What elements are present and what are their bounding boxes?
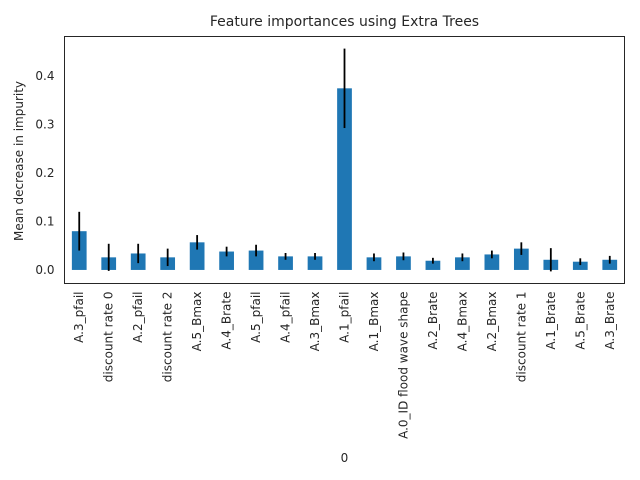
bar <box>248 250 264 270</box>
x-tick-label: A.4_pfail <box>279 292 293 343</box>
x-tick-label: discount rate 0 <box>102 292 116 383</box>
bar <box>425 260 441 270</box>
x-tick-label: A.4_Brate <box>220 292 234 350</box>
bar <box>513 248 529 270</box>
x-tick-label: A.3_Bmax <box>308 292 322 352</box>
plot-area <box>71 48 618 272</box>
bar <box>602 259 618 270</box>
x-tick-label: A.2_pfail <box>131 292 145 343</box>
x-tick-label: A.2_Brate <box>426 292 440 350</box>
bar <box>484 254 500 270</box>
bar <box>366 257 382 270</box>
x-tick-label: A.2_Bmax <box>485 292 499 352</box>
plot-frame <box>64 36 625 284</box>
y-tick-label: 0.4 <box>35 69 54 83</box>
y-axis-ticks: 0.0 0.1 0.2 0.3 0.4 <box>35 69 54 277</box>
bar <box>219 251 234 270</box>
x-tick-label: A.3_Brate <box>603 292 617 350</box>
bar <box>307 256 323 270</box>
x-tick-label: discount rate 2 <box>161 292 175 383</box>
y-axis-label: Mean decrease in impurity <box>12 81 26 241</box>
bar <box>572 261 588 270</box>
y-tick-label: 0.3 <box>35 118 54 132</box>
x-tick-label: A.5_Brate <box>573 292 587 350</box>
x-tick-label: A.0_ID flood wave shape <box>396 292 410 439</box>
bar <box>337 88 352 270</box>
x-axis-ticks: A.3_pfail discount rate 0 A.2_pfail discoun… <box>72 292 617 439</box>
bar <box>455 257 470 270</box>
chart-title: Feature importances using Extra Trees <box>210 14 479 30</box>
y-tick-label: 0.1 <box>35 215 54 229</box>
x-tick-label: A.5_pfail <box>249 292 263 343</box>
x-tick-label: A.3_pfail <box>72 292 86 343</box>
bar <box>396 256 411 270</box>
x-tick-label: A.5_Bmax <box>190 292 204 352</box>
bar <box>278 256 293 270</box>
bar <box>189 242 205 270</box>
y-tick-label: 0.0 <box>35 263 54 277</box>
x-tick-label: A.1_Brate <box>544 292 558 350</box>
y-tick-label: 0.2 <box>35 166 54 180</box>
x-tick-label: A.1_Bmax <box>367 292 381 352</box>
x-axis-label: 0 <box>341 451 349 465</box>
x-tick-label: A.4_Bmax <box>455 292 469 352</box>
x-tick-label: discount rate 1 <box>514 292 528 383</box>
x-tick-label: A.1_pfail <box>338 292 352 343</box>
